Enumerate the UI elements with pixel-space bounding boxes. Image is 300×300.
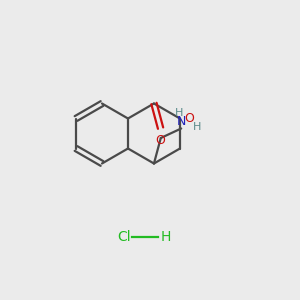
Text: H: H bbox=[175, 108, 183, 118]
Text: O: O bbox=[184, 112, 194, 125]
Text: N: N bbox=[176, 115, 186, 128]
Text: O: O bbox=[156, 134, 166, 146]
Text: H: H bbox=[193, 122, 201, 132]
Text: H: H bbox=[160, 230, 171, 244]
Text: Cl: Cl bbox=[117, 230, 130, 244]
